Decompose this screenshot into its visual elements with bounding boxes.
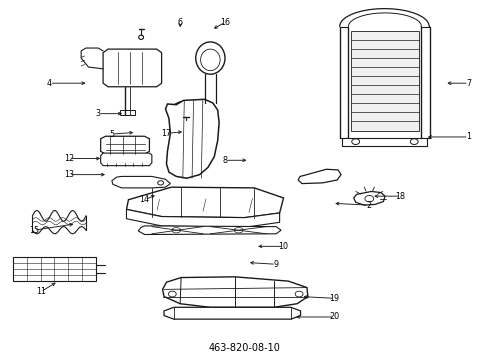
Polygon shape <box>353 192 384 205</box>
Text: 11: 11 <box>36 287 45 296</box>
Polygon shape <box>341 138 427 146</box>
Text: 13: 13 <box>64 170 74 179</box>
Polygon shape <box>175 101 211 175</box>
Polygon shape <box>138 226 281 234</box>
Text: 5: 5 <box>109 130 114 139</box>
Polygon shape <box>112 176 170 188</box>
Text: 6: 6 <box>177 18 182 27</box>
Text: 14: 14 <box>139 195 149 204</box>
Text: 16: 16 <box>220 18 229 27</box>
Polygon shape <box>165 99 219 178</box>
Text: 463-820-08-10: 463-820-08-10 <box>208 343 280 353</box>
Polygon shape <box>120 110 135 115</box>
Text: 2: 2 <box>366 201 371 210</box>
Text: 9: 9 <box>273 260 278 269</box>
Polygon shape <box>101 136 149 154</box>
Polygon shape <box>163 307 300 319</box>
Polygon shape <box>298 169 340 184</box>
Text: 17: 17 <box>161 129 171 138</box>
Text: 18: 18 <box>395 192 405 201</box>
Polygon shape <box>350 31 418 131</box>
Polygon shape <box>103 49 161 87</box>
Text: 12: 12 <box>64 154 74 163</box>
Text: 15: 15 <box>29 226 39 235</box>
Polygon shape <box>126 187 283 218</box>
Text: 1: 1 <box>466 132 470 141</box>
Text: 8: 8 <box>222 156 227 165</box>
Polygon shape <box>339 27 347 138</box>
Text: 7: 7 <box>465 79 470 88</box>
Polygon shape <box>13 257 96 281</box>
Polygon shape <box>420 27 429 138</box>
Polygon shape <box>101 153 152 166</box>
Polygon shape <box>162 277 307 307</box>
Text: 20: 20 <box>329 312 339 321</box>
Text: 19: 19 <box>329 294 339 303</box>
Polygon shape <box>126 210 279 227</box>
Text: 3: 3 <box>96 109 101 118</box>
Text: 4: 4 <box>47 79 52 88</box>
Text: 10: 10 <box>278 242 288 251</box>
